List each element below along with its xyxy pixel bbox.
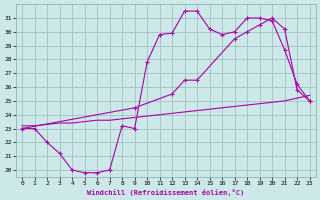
X-axis label: Windchill (Refroidissement éolien,°C): Windchill (Refroidissement éolien,°C): [87, 189, 244, 196]
